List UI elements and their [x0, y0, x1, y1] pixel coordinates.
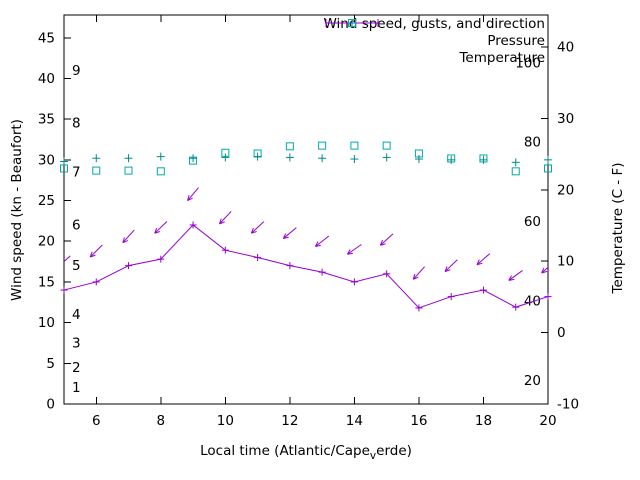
y-left-tick-label: 20: [38, 234, 55, 250]
x-tick-label: 18: [475, 413, 492, 429]
y-right-tick-label: 40: [557, 40, 574, 56]
y-axis-label-left: Wind speed (kn - Beaufort): [9, 119, 25, 301]
y-left-tick-label: 10: [38, 315, 55, 331]
pressure-series: [60, 152, 552, 167]
beaufort-scale-labels: 1 2 3 4 5 6 7 8 9: [72, 63, 81, 396]
beaufort-label: 5: [72, 258, 81, 274]
beaufort-label: 4: [72, 307, 81, 323]
beaufort-label: 9: [72, 63, 81, 79]
y-right-tick-label: 30: [557, 111, 574, 127]
y-left-tick-label: 25: [38, 193, 55, 209]
x-tick-label: 12: [281, 413, 298, 429]
y-axis-label-right: Temperature (C - F): [610, 162, 626, 294]
fahrenheit-label: 20: [524, 373, 541, 389]
legend-label-pressure: Pressure: [487, 33, 545, 49]
y-right-tick-label: 0: [557, 325, 566, 341]
x-tick-label: 10: [217, 413, 234, 429]
y-left-tick-label: 35: [38, 112, 55, 128]
x-tick-label: 6: [92, 413, 101, 429]
beaufort-label: 7: [72, 165, 81, 181]
wind-gusts-arrows: [64, 187, 548, 281]
x-axis-label-suffix: erde): [376, 443, 412, 459]
fahrenheit-label: 100: [515, 55, 541, 71]
legend-row-temperature: Temperature: [323, 19, 545, 66]
pressure-plus-sample-icon: [348, 19, 357, 27]
beaufort-label: 2: [72, 360, 81, 376]
y-right-tick-label: 10: [557, 254, 574, 270]
y-left-tick-label: 30: [38, 152, 55, 168]
beaufort-label: 3: [72, 335, 81, 351]
x-tick-label: 8: [157, 413, 166, 429]
temperature-series: [60, 141, 552, 176]
y-left-tick-label: 0: [46, 397, 55, 413]
y-right-tick-label: 20: [557, 182, 574, 198]
x-axis-label-subscript: v: [369, 450, 377, 462]
y-left-tick-label: 5: [46, 356, 55, 372]
tick-labels: 6 8 10 12 14 16 18 20051015202530354045-1001020…: [38, 30, 579, 429]
x-tick-label: 20: [539, 413, 556, 429]
temperature-square-sample-icon: [348, 19, 357, 27]
wind-speed-series: [60, 221, 552, 312]
fahrenheit-label: 60: [524, 214, 541, 230]
axis-ticks: [64, 15, 549, 405]
y-left-tick-label: 15: [38, 274, 55, 290]
beaufort-label: 1: [72, 380, 81, 396]
legend: Wind speed, gusts, and direction Pressur…: [323, 16, 545, 66]
x-axis-label: Local time (Atlantic/Capeverde): [200, 443, 412, 462]
beaufort-label: 8: [72, 116, 81, 132]
fahrenheit-label: 80: [524, 135, 541, 151]
y-left-tick-label: 40: [38, 71, 55, 87]
legend-row-pressure: Pressure: [323, 19, 545, 49]
y-right-tick-label: -10: [557, 397, 579, 413]
beaufort-label: 6: [72, 217, 81, 233]
x-tick-label: 14: [346, 413, 363, 429]
plot-frame: [63, 14, 549, 405]
legend-label-temperature: Temperature: [459, 50, 545, 66]
x-tick-label: 16: [410, 413, 427, 429]
y-left-tick-label: 45: [38, 30, 55, 46]
x-axis-label-prefix: Local time (Atlantic/Cape: [200, 443, 370, 459]
